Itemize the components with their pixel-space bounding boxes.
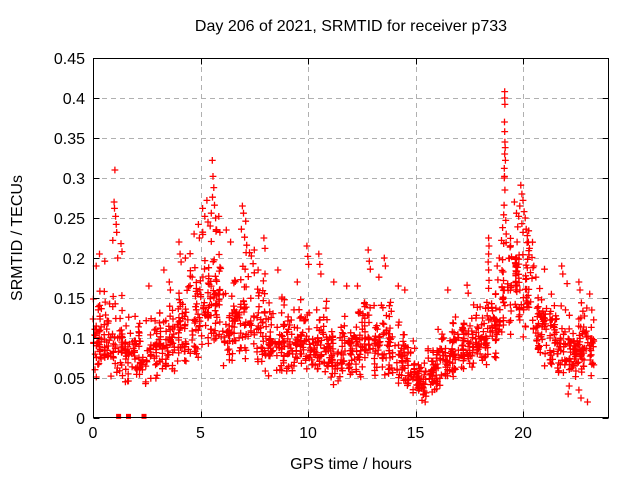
- flagged-points: [116, 413, 147, 419]
- y-axis-label: SRMTID / TECUs: [9, 175, 26, 301]
- y-tick-label: 0.2: [63, 251, 85, 268]
- chart-title: Day 206 of 2021, SRMTID for receiver p73…: [195, 18, 507, 35]
- y-tick-label: 0: [76, 411, 85, 428]
- y-tick-label: 0.4: [63, 91, 85, 108]
- scatter-points: [89, 88, 598, 406]
- y-tick-label: 0.45: [54, 51, 85, 68]
- y-tick-label: 0.35: [54, 131, 85, 148]
- y-tick-label: 0.1: [63, 331, 85, 348]
- axis-layer: [93, 58, 609, 419]
- scatter-series: [89, 88, 598, 419]
- x-axis-label: GPS time / hours: [290, 456, 412, 473]
- x-tick-label: 15: [407, 425, 425, 442]
- x-tick-label: 5: [196, 425, 205, 442]
- plot-border: [93, 58, 609, 418]
- tick-label-layer: 0 5 10 15 20 0 0.05 0.1 0.15 0.2 0.25 0.3 0.35 0.4 0.4…: [54, 51, 532, 442]
- y-tick-label: 0.15: [54, 291, 85, 308]
- x-tick-label: 0: [89, 425, 98, 442]
- y-tick-label: 0.3: [63, 171, 85, 188]
- x-tick-label: 10: [299, 425, 317, 442]
- y-tick-label: 0.05: [54, 371, 85, 388]
- points-layer: [89, 88, 598, 419]
- x-tick-label: 20: [514, 425, 532, 442]
- y-tick-label: 0.25: [54, 211, 85, 228]
